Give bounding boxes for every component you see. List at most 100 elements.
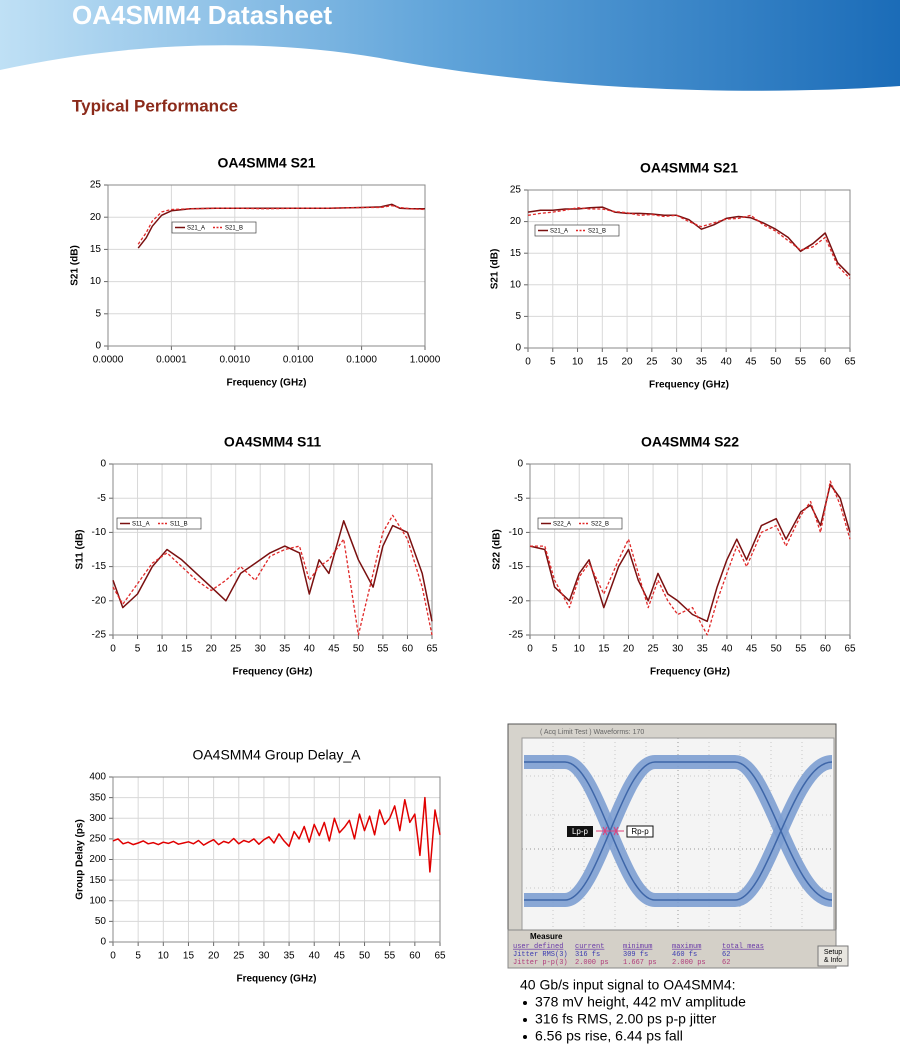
bullet-dot: [523, 1035, 527, 1039]
y-tick-label: 150: [89, 875, 106, 886]
x-tick-label: 40: [304, 644, 316, 655]
x-tick-label: 40: [721, 644, 733, 655]
bullet-text: 316 fs RMS, 2.00 ps p-p jitter: [535, 1011, 717, 1027]
x-tick-label: 45: [328, 644, 340, 655]
x-tick-label: 25: [646, 357, 658, 368]
x-tick-label: 10: [572, 357, 584, 368]
setup-button[interactable]: [817, 945, 849, 967]
x-tick-label: 5: [135, 644, 141, 655]
x-tick-label: 10: [157, 644, 169, 655]
data-line: [137, 204, 426, 245]
plot-area: [112, 463, 433, 636]
y-tick-label: 20: [510, 216, 522, 227]
y-axis-label: S21 (dB): [70, 245, 81, 286]
plot-border: [112, 463, 433, 636]
y-tick-label: 400: [89, 772, 106, 783]
x-axis-label: Frequency (GHz): [649, 380, 729, 391]
x-tick-label: 5: [550, 357, 556, 368]
y-tick-label: 50: [95, 916, 107, 927]
x-tick-label: 0.0010: [220, 355, 251, 366]
x-tick-label: 15: [597, 357, 609, 368]
x-tick-label: 30: [255, 644, 267, 655]
y-tick-label: -5: [514, 493, 523, 504]
header-title: OA4SMM4 Datasheet: [72, 0, 332, 30]
scope-status: ( Acq Limit Test ) Waveforms: 170: [540, 729, 644, 736]
x-axis-label: Frequency (GHz): [226, 378, 306, 389]
x-tick-label: 25: [230, 644, 242, 655]
eye-center: [524, 761, 833, 901]
y-tick-label: 15: [510, 248, 522, 259]
x-tick-label: 60: [820, 644, 832, 655]
measure-label: Measure: [530, 932, 563, 941]
y-tick-label: 25: [510, 185, 522, 196]
y-tick-label: -25: [92, 630, 107, 641]
jitter-marks: [596, 826, 624, 836]
table-cell: 2.000 ps: [672, 959, 706, 967]
x-tick-label: 65: [844, 644, 856, 655]
measure-bar: [507, 929, 837, 969]
chart-title: OA4SMM4 S21: [217, 155, 315, 171]
x-tick-label: 30: [672, 644, 684, 655]
x-tick-label: 0: [525, 357, 531, 368]
x-tick-label: 0.0100: [283, 355, 314, 366]
plot-border: [529, 463, 851, 636]
y-axis-label: S22 (dB): [492, 529, 503, 570]
button-label[interactable]: & Info: [824, 957, 842, 964]
y-tick-label: -5: [97, 493, 106, 504]
table-cell: 62: [722, 951, 730, 959]
x-tick-label: 60: [820, 357, 832, 368]
x-tick-label: 35: [697, 644, 709, 655]
x-tick-label: 40: [721, 357, 733, 368]
legend-label: S21_A: [550, 229, 568, 235]
legend-label: S22_B: [591, 522, 609, 528]
y-tick-label: 350: [89, 792, 106, 803]
data-line: [112, 520, 433, 622]
y-tick-label: 100: [89, 895, 106, 906]
table-header: current: [575, 943, 604, 951]
x-tick-label: 30: [258, 951, 270, 962]
y-tick-label: 5: [95, 308, 101, 319]
x-tick-label: 65: [844, 357, 856, 368]
y-tick-label: -20: [92, 595, 107, 606]
data-line: [527, 206, 851, 276]
legend-label: S21_B: [225, 226, 243, 232]
plot-border: [107, 184, 426, 347]
table-cell: 316 fs: [575, 951, 600, 959]
y-tick-label: -25: [509, 630, 524, 641]
button-label[interactable]: Setup: [824, 949, 842, 956]
x-tick-label: 50: [771, 644, 783, 655]
x-tick-label: 45: [334, 951, 346, 962]
scope-screenshot: Lp-p Rp-p ( Acq Limit Test ) Waveforms: …: [507, 723, 849, 969]
x-tick-label: 10: [574, 644, 586, 655]
x-tick-label: 45: [745, 357, 757, 368]
table-cell: Jitter RMS(3): [513, 951, 568, 959]
y-tick-label: 0: [517, 459, 523, 470]
x-tick-label: 15: [598, 644, 610, 655]
x-axis-label: Frequency (GHz): [232, 667, 312, 678]
y-tick-label: 0: [100, 937, 106, 948]
x-tick-label: 30: [671, 357, 683, 368]
x-tick-label: 0.0001: [156, 355, 187, 366]
x-tick-label: 5: [135, 951, 141, 962]
table-cell: 460 fs: [672, 951, 697, 959]
legend-label: S21_B: [588, 229, 606, 235]
x-tick-label: 15: [181, 644, 193, 655]
table-cell: Jitter p-p(3): [513, 959, 568, 967]
plot-border: [527, 189, 851, 349]
table-cell: 309 fs: [623, 951, 648, 959]
data-line: [530, 480, 851, 636]
x-tick-label: 65: [434, 951, 446, 962]
x-tick-label: 50: [353, 644, 365, 655]
x-tick-label: 20: [622, 357, 634, 368]
x-tick-label: 55: [795, 644, 807, 655]
table-cell: 2.000 ps: [575, 959, 609, 967]
x-tick-label: 5: [552, 644, 558, 655]
plot-border: [112, 776, 441, 943]
x-tick-label: 0: [110, 644, 116, 655]
data-line: [112, 514, 433, 636]
x-tick-label: 50: [770, 357, 782, 368]
chart-title: OA4SMM4 S22: [641, 434, 739, 450]
y-tick-label: 25: [90, 180, 102, 191]
